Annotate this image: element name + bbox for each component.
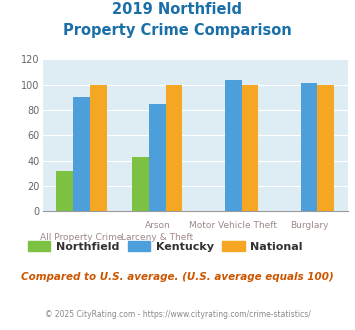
Bar: [317, 85, 334, 211]
Bar: [166, 85, 182, 211]
Bar: [241, 85, 258, 211]
Bar: [149, 104, 166, 211]
Bar: [225, 80, 241, 211]
Text: Compared to U.S. average. (U.S. average equals 100): Compared to U.S. average. (U.S. average …: [21, 272, 334, 282]
Bar: [90, 85, 106, 211]
Text: Arson: Arson: [144, 221, 170, 230]
Text: Larceny & Theft: Larceny & Theft: [121, 233, 193, 242]
Text: © 2025 CityRating.com - https://www.cityrating.com/crime-statistics/: © 2025 CityRating.com - https://www.city…: [45, 310, 310, 319]
Text: All Property Crime: All Property Crime: [40, 233, 123, 242]
Legend: Northfield, Kentucky, National: Northfield, Kentucky, National: [23, 237, 307, 256]
Text: Burglary: Burglary: [290, 221, 328, 230]
Bar: [132, 157, 149, 211]
Text: Property Crime Comparison: Property Crime Comparison: [63, 23, 292, 38]
Bar: [73, 97, 90, 211]
Text: Motor Vehicle Theft: Motor Vehicle Theft: [189, 221, 277, 230]
Bar: [301, 83, 317, 211]
Bar: [56, 171, 73, 211]
Text: 2019 Northfield: 2019 Northfield: [113, 2, 242, 16]
